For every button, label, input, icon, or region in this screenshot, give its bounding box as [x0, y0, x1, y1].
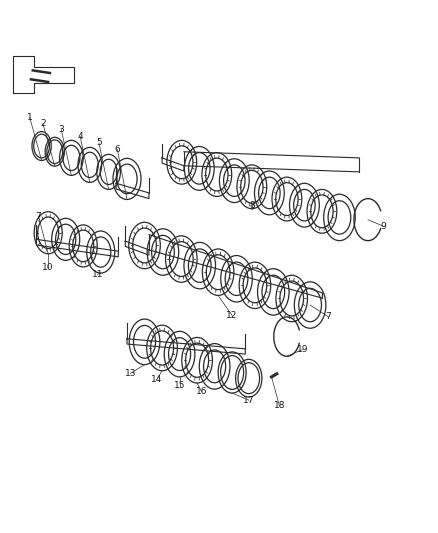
Text: 16: 16 [196, 387, 207, 396]
Text: 1: 1 [27, 113, 33, 122]
Text: 2: 2 [40, 119, 46, 128]
Text: 6: 6 [114, 145, 120, 154]
Text: 19: 19 [297, 345, 308, 354]
Text: 8: 8 [249, 201, 255, 209]
Text: 14: 14 [151, 375, 162, 384]
Text: 18: 18 [274, 401, 285, 410]
Text: 15: 15 [174, 381, 185, 390]
Text: 17: 17 [243, 395, 254, 405]
Text: 11: 11 [92, 270, 103, 279]
Text: 7: 7 [325, 312, 332, 321]
Text: 7: 7 [35, 212, 42, 221]
Text: 12: 12 [226, 311, 238, 320]
Text: 5: 5 [96, 139, 102, 148]
Text: 4: 4 [78, 132, 83, 141]
Text: 9: 9 [380, 222, 386, 231]
Text: 13: 13 [125, 369, 136, 378]
Text: 10: 10 [42, 263, 54, 272]
Text: 3: 3 [58, 125, 64, 134]
